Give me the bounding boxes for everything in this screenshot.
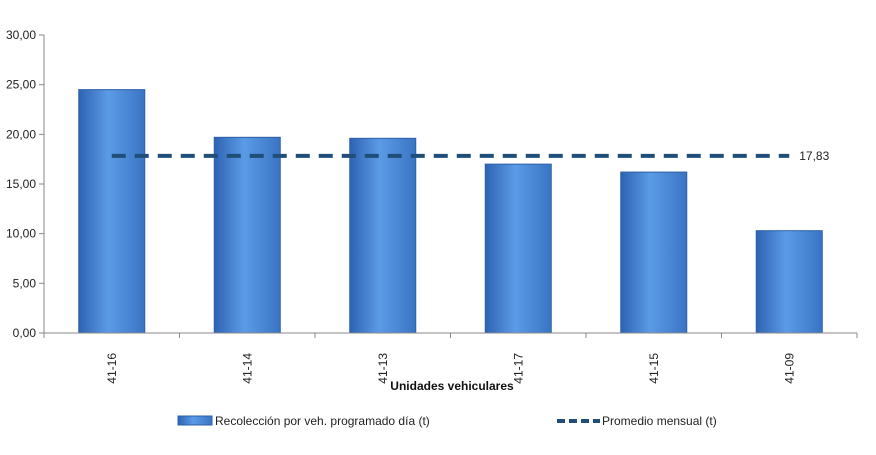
y-tick-label: 20,00 — [6, 127, 36, 141]
bars — [78, 89, 823, 334]
x-tick-label: 41-13 — [376, 353, 390, 384]
bar-41-14 — [213, 136, 281, 334]
average-data-label: 17,83 — [799, 149, 829, 163]
legend: Recolección por veh. programado día (t) … — [177, 414, 717, 428]
legend-swatch-bars — [177, 415, 213, 426]
bar-41-15 — [620, 171, 688, 334]
y-tick-label: 0,00 — [13, 326, 37, 340]
x-tick-label: 41-17 — [511, 353, 525, 384]
y-axis: 0,00 5,00 10,00 15,00 20,00 25,00 30,00 — [6, 28, 45, 340]
x-tick-label: 41-16 — [105, 353, 119, 384]
legend-item-bars: Recolección por veh. programado día (t) — [177, 414, 430, 428]
average-line: 17,83 — [111, 149, 830, 163]
x-tick-label: 41-14 — [240, 353, 254, 384]
y-tick-label: 25,00 — [6, 78, 36, 92]
legend-item-average: Promedio mensual (t) — [557, 414, 717, 428]
bar-41-17 — [484, 163, 552, 334]
bar-41-09 — [755, 230, 823, 334]
y-tick-label: 15,00 — [6, 177, 36, 191]
y-tick-label: 5,00 — [13, 276, 37, 290]
y-tick-label: 10,00 — [6, 227, 36, 241]
legend-label-average: Promedio mensual (t) — [602, 414, 717, 428]
x-tick-label: 41-09 — [782, 353, 796, 384]
x-axis-title: Unidades vehiculares — [390, 379, 514, 393]
x-axis: 41-16 41-14 41-13 41-17 41-15 41-09 — [43, 332, 858, 384]
y-tick-label: 30,00 — [6, 28, 36, 42]
bar-41-13 — [349, 137, 417, 334]
x-tick-label: 41-15 — [647, 353, 661, 384]
legend-label-bars: Recolección por veh. programado día (t) — [215, 414, 430, 428]
bar-41-16 — [78, 89, 146, 334]
